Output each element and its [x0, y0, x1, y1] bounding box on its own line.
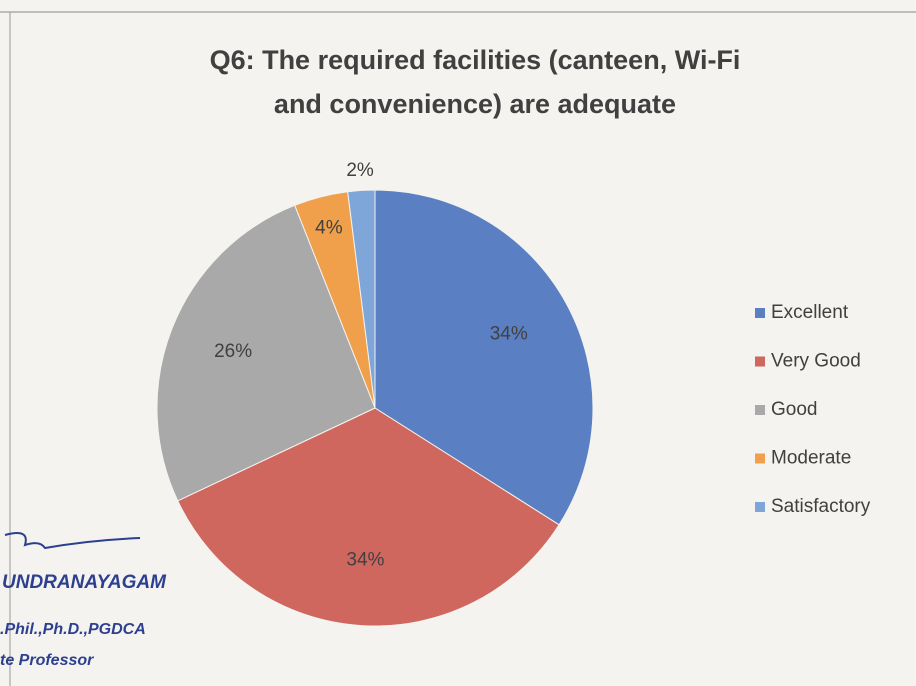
data-label: 4% [315, 218, 343, 239]
pie-slice [177, 407, 560, 627]
legend-label: Very Good [771, 351, 861, 372]
legend-swatch [755, 405, 765, 415]
data-label: 2% [346, 160, 374, 181]
legend-label: Satisfactory [771, 496, 871, 517]
legend-swatch [755, 308, 765, 318]
chart-title: and convenience) are adequate [274, 89, 676, 119]
data-label: 34% [490, 324, 528, 345]
signature [4, 532, 141, 550]
legend-swatch [755, 356, 765, 367]
legend-swatch [755, 453, 765, 464]
legend-label: Good [771, 399, 817, 420]
pie-slice [347, 189, 376, 409]
legend-swatch [755, 502, 765, 512]
stamp-text: te Professor [0, 652, 94, 669]
stamp-text: .Phil.,Ph.D.,PGDCA [0, 621, 146, 638]
pie-slice [374, 189, 594, 526]
stamp-text: UNDRANAYAGAM [2, 572, 167, 593]
data-label: 34% [346, 549, 384, 570]
chart-title: Q6: The required facilities (canteen, Wi… [210, 45, 741, 75]
data-label: 26% [214, 341, 252, 362]
legend-label: Moderate [771, 448, 851, 469]
pie-slice [156, 204, 376, 502]
legend-label: Excellent [771, 302, 849, 323]
